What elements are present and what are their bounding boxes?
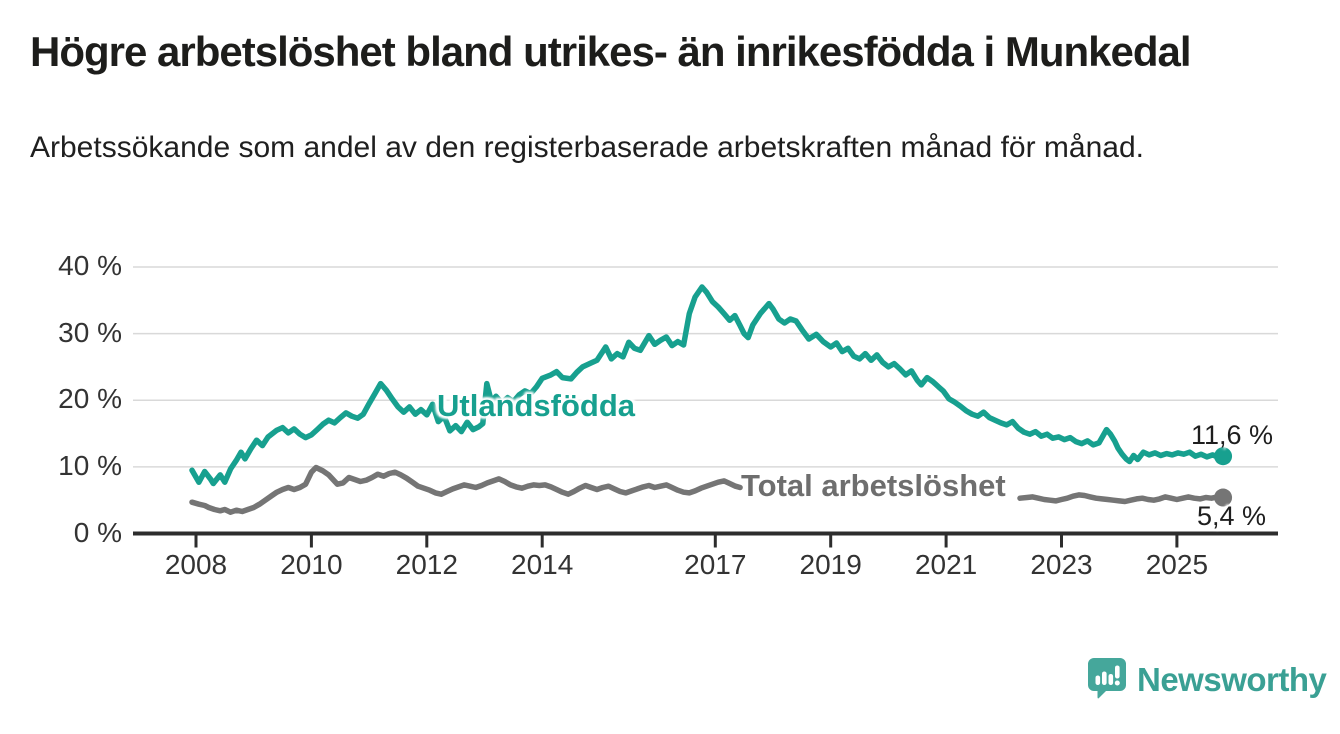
- y-axis-tick-label: 0 %: [73, 516, 122, 548]
- page-title: Högre arbetslöshet bland utrikes- än inr…: [30, 28, 1192, 75]
- newsworthy-logo-icon: [1088, 658, 1126, 699]
- x-axis-tick-label: 2021: [914, 549, 978, 580]
- newsworthy-logo: Newsworthy: [1087, 657, 1327, 703]
- series-label-total-arbetsloshet: Total arbetslöshet: [741, 468, 1006, 503]
- series-end-dot: [1214, 488, 1233, 507]
- x-axis-tick-label: 2012: [395, 549, 458, 580]
- y-axis-tick-label: 20 %: [58, 383, 122, 415]
- x-axis-tick-label: 2023: [1030, 549, 1093, 580]
- newsworthy-logo-text: Newsworthy: [1137, 661, 1327, 698]
- series-line-utlandsf-dda: [189, 284, 1226, 487]
- x-axis-tick-label: 2017: [684, 549, 747, 580]
- end-value-label-total: 5,4 %: [1197, 501, 1267, 531]
- x-axis-tick-label: 2014: [511, 549, 574, 580]
- y-axis-tick-label: 40 %: [58, 250, 122, 281]
- y-axis-tick-label: 30 %: [58, 316, 122, 348]
- page-subtitle: Arbetssökande som andel av den registerb…: [30, 131, 1144, 164]
- y-axis-tick-label: 10 %: [58, 449, 122, 481]
- series-end-dot: [1214, 447, 1233, 466]
- x-axis-tick-label: 2025: [1145, 549, 1209, 580]
- series-label-utlandsfodda: Utlandsfödda: [437, 388, 636, 423]
- x-axis-tick-label: 2008: [164, 549, 228, 580]
- x-axis-tick-label: 2010: [280, 549, 343, 580]
- x-axis-tick-label: 2019: [799, 549, 862, 580]
- series-line-total-arbetsl-shet: [189, 464, 1226, 515]
- end-value-label-utlandsfodda: 11,6 %: [1191, 420, 1274, 450]
